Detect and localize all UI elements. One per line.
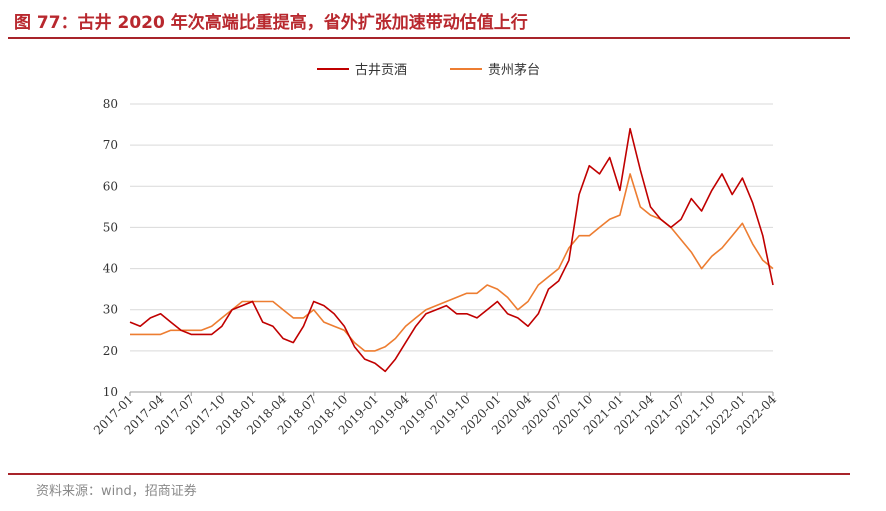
y-tick-label: 50 <box>103 220 118 234</box>
x-tick-labels: 2017-012017-042017-072017-102018-012018-… <box>91 392 779 437</box>
series-layer <box>129 127 774 373</box>
y-tick-label: 40 <box>103 262 118 276</box>
series-line-gujing <box>129 127 774 373</box>
top-divider <box>8 37 850 39</box>
bottom-divider <box>8 473 850 475</box>
legend-label-moutai: 贵州茅台 <box>488 63 540 78</box>
y-tick-label: 60 <box>103 179 118 193</box>
legend: 古井贡酒 贵州茅台 <box>317 63 540 78</box>
y-tick-label: 30 <box>103 303 118 317</box>
y-tick-label: 20 <box>103 344 118 358</box>
legend-label-gujing: 古井贡酒 <box>355 63 407 78</box>
y-tick-label: 80 <box>103 97 118 111</box>
y-tick-label: 10 <box>103 385 118 399</box>
y-tick-labels: 10 20 30 40 50 60 70 80 <box>103 97 118 399</box>
grid-lines <box>130 103 773 352</box>
axes <box>129 391 774 396</box>
chart-title: 图 77：古井 2020 年次高端比重提高，省外扩张加速带动估值上行 <box>14 13 528 33</box>
source-note: 资料来源：wind，招商证券 <box>36 484 197 499</box>
y-tick-label: 70 <box>103 138 118 152</box>
series-line-moutai <box>130 173 774 352</box>
